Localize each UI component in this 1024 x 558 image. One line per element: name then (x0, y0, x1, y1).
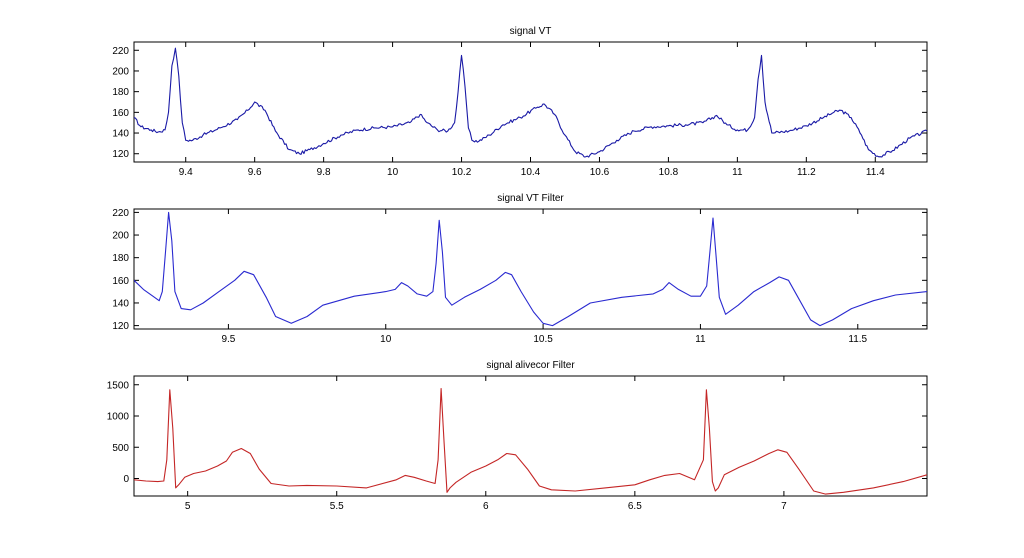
x-tick-label: 10.4 (521, 167, 541, 178)
x-tick-label: 10.8 (659, 167, 679, 178)
signal-trace (134, 211, 927, 327)
x-tick-label: 9.6 (248, 167, 262, 178)
axes-signal-alivecor-filter: signal alivecor Filter 5 5.5 6 6.5 7 0 500 1000… (107, 360, 928, 512)
plot-area (133, 208, 928, 330)
y-tick-label: 140 (112, 129, 129, 140)
y-tick-label: 500 (112, 443, 129, 454)
x-tick-label: 10 (387, 167, 399, 178)
y-tick-label: 180 (112, 87, 129, 98)
x-tick-label: 7 (781, 501, 787, 512)
chart-title: signal VT (510, 26, 552, 37)
x-tick-label: 11 (695, 334, 706, 345)
x-tick-label: 5.5 (330, 501, 344, 512)
y-tick-label: 120 (112, 321, 129, 332)
x-tick-label: 11 (732, 167, 743, 178)
x-tick-label: 6.5 (628, 501, 642, 512)
x-tick-label: 10.2 (452, 167, 472, 178)
chart-title: signal VT Filter (497, 193, 564, 204)
y-tick-label: 1000 (107, 412, 130, 423)
x-tick-label: 9.8 (317, 167, 331, 178)
y-tick-label: 0 (123, 474, 129, 485)
y-tick-label: 160 (112, 276, 129, 287)
y-tick-label: 200 (112, 231, 129, 242)
y-tick-label: 140 (112, 298, 129, 309)
signal-trace (134, 47, 927, 158)
axes-signal-vt-filter: signal VT Filter 9.5 10 10.5 11 11.5 120 140 16… (112, 193, 928, 345)
x-tick-label: 9.5 (221, 334, 235, 345)
x-tick-label: 11.4 (866, 167, 885, 178)
plot-area (133, 375, 928, 497)
chart-title: signal alivecor Filter (486, 360, 575, 371)
x-tick-label: 10 (380, 334, 392, 345)
y-tick-label: 1500 (107, 380, 130, 391)
y-tick-label: 180 (112, 253, 129, 264)
x-tick-label: 5 (185, 501, 191, 512)
x-tick-label: 10.6 (590, 167, 610, 178)
y-tick-label: 220 (112, 208, 129, 219)
x-tick-label: 11.5 (848, 334, 867, 345)
x-tick-label: 6 (483, 501, 489, 512)
x-tick-label: 9.4 (179, 167, 193, 178)
axes-signal-vt: signal VT 9.4 9.6 9.8 10 10.2 10.4 10.6 10.8 11 1… (112, 26, 928, 178)
y-tick-label: 220 (112, 46, 129, 57)
plot-area (133, 41, 928, 163)
x-tick-label: 11.2 (797, 167, 816, 178)
y-tick-label: 160 (112, 108, 129, 119)
x-tick-label: 10.5 (533, 334, 553, 345)
y-tick-label: 200 (112, 66, 129, 77)
signal-trace (134, 387, 927, 495)
y-tick-label: 120 (112, 149, 129, 160)
